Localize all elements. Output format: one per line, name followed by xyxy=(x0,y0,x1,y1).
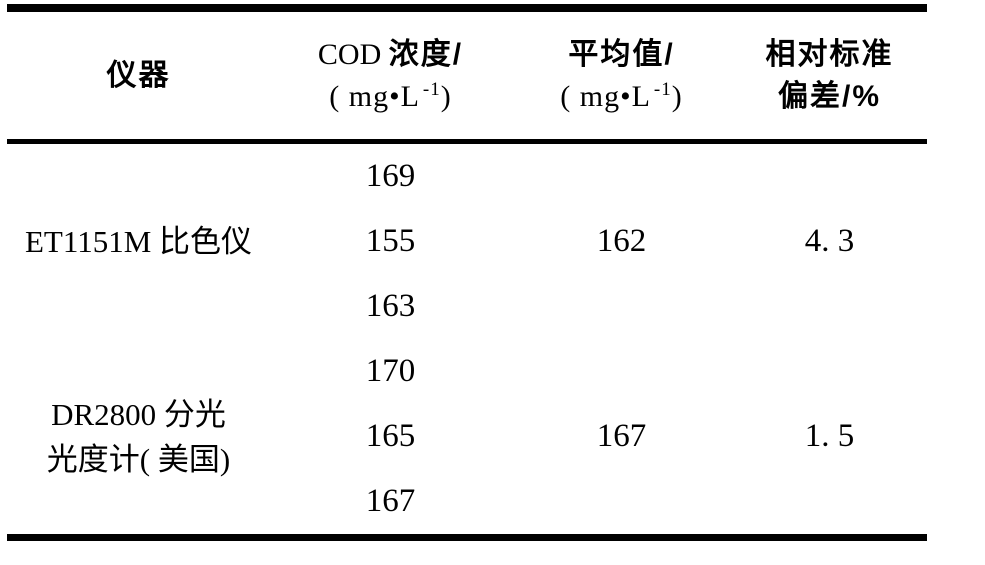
table-row: 167 xyxy=(7,469,927,538)
table-header: 仪器 COD 浓度/ ( mg•L -1) 平均值/ ( xyxy=(7,8,927,144)
header-cod-unit: ( mg•L -1) xyxy=(329,78,452,113)
cod-value-cell: 170 xyxy=(365,353,416,389)
table-row: 155 xyxy=(7,209,927,274)
instrument-cell-et1151m: ET1151M 比色仪 xyxy=(7,142,270,340)
cod-value-cell: 169 xyxy=(365,158,416,194)
rsd-value-cell: 4. 3 xyxy=(804,223,855,259)
header-rsd: 相对标准 偏差/% xyxy=(732,8,927,144)
cod-value-cell: 155 xyxy=(365,223,416,259)
header-instrument-label: 仪器 xyxy=(106,58,171,92)
instrument-name-line: ET1151M 比色仪 xyxy=(24,224,253,259)
header-instrument: 仪器 xyxy=(7,8,270,144)
header-average: 平均值/ ( mg•L -1) xyxy=(511,8,732,144)
average-value-cell: 162 xyxy=(596,223,647,259)
header-rsd-line1: 相对标准 xyxy=(765,37,894,71)
instrument-cell-dr2800: DR2800 分光 光度计( 美国) xyxy=(7,339,270,538)
instrument-name-line: 光度计( 美国) xyxy=(46,441,231,477)
cod-value-cell: 163 xyxy=(365,288,416,324)
cod-value-cell: 167 xyxy=(365,483,416,519)
rsd-value-cell: 1. 5 xyxy=(804,418,855,454)
average-value-cell: 167 xyxy=(596,418,647,454)
header-row: 仪器 COD 浓度/ ( mg•L -1) 平均值/ ( xyxy=(7,8,927,144)
header-cod-title: COD 浓度/ xyxy=(317,37,464,71)
cod-comparison-table: 仪器 COD 浓度/ ( mg•L -1) 平均值/ ( xyxy=(7,4,927,541)
table-row: 165 xyxy=(7,404,927,469)
header-average-title: 平均值/ xyxy=(568,37,675,71)
table-row: ET1151M 比色仪 169 162 4. 3 xyxy=(7,142,927,259)
cod-value-cell: 165 xyxy=(365,418,416,454)
header-rsd-line2: 偏差/% xyxy=(777,79,881,113)
table-row: DR2800 分光 光度计( 美国) 170 167 1. 5 xyxy=(7,339,927,477)
table-row: 163 xyxy=(7,274,927,339)
header-average-unit: ( mg•L -1) xyxy=(560,78,683,113)
header-cod-concentration: COD 浓度/ ( mg•L -1) xyxy=(270,8,511,144)
table-body: ET1151M 比色仪 169 162 4. 3 155 163 DR2800 … xyxy=(7,142,927,538)
instrument-name-line: DR2800 分光 xyxy=(51,396,226,432)
